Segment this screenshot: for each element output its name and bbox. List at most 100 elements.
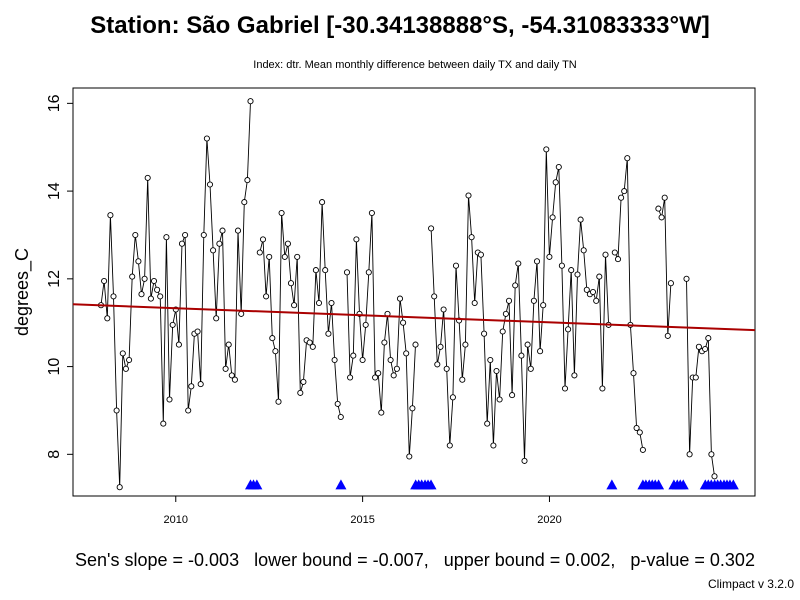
- data-point: [287, 280, 295, 287]
- data-point: [434, 361, 441, 368]
- data-point: [655, 205, 662, 212]
- data-point: [568, 267, 575, 274]
- data-point: [154, 286, 161, 293]
- data-point: [440, 306, 447, 313]
- data-point: [449, 394, 456, 401]
- data-point: [574, 271, 581, 278]
- data-point: [540, 302, 547, 309]
- missing-data-marker: [653, 479, 665, 490]
- data-point: [403, 350, 410, 357]
- data-point: [515, 260, 522, 267]
- data-point: [462, 341, 469, 348]
- data-point: [624, 155, 631, 162]
- data-point: [129, 273, 136, 280]
- data-point: [437, 343, 444, 350]
- data-point: [291, 302, 298, 309]
- y-tick-label: 12: [46, 270, 63, 288]
- data-point: [496, 396, 503, 403]
- data-point: [543, 146, 550, 153]
- data-point: [372, 374, 379, 381]
- data-point: [269, 335, 276, 342]
- data-point: [409, 405, 416, 412]
- data-point: [708, 451, 715, 458]
- data-point: [521, 457, 528, 464]
- data-point: [188, 383, 195, 390]
- data-point: [231, 376, 238, 383]
- data-point: [505, 297, 513, 304]
- data-point: [493, 367, 500, 375]
- data-point: [259, 236, 267, 243]
- missing-data-marker: [727, 479, 739, 490]
- missing-data-marker: [251, 479, 263, 490]
- data-point: [502, 310, 509, 317]
- software-credit: Climpact v 3.2.0: [707, 577, 794, 591]
- data-point: [281, 253, 288, 260]
- data-point: [150, 277, 158, 285]
- data-point: [431, 293, 438, 300]
- data-point: [160, 420, 167, 427]
- data-point: [234, 227, 242, 234]
- data-point: [353, 236, 360, 243]
- data-point: [200, 231, 207, 239]
- data-point: [309, 343, 316, 350]
- data-point: [312, 267, 319, 274]
- data-point: [141, 275, 148, 282]
- data-point: [481, 330, 488, 337]
- data-point: [471, 299, 478, 307]
- series-layer: [97, 98, 718, 491]
- data-point: [484, 420, 491, 427]
- data-point: [614, 256, 622, 263]
- data-point: [400, 319, 407, 326]
- data-point: [443, 365, 450, 372]
- data-point: [465, 192, 472, 199]
- data-point: [166, 396, 173, 403]
- data-point: [278, 209, 285, 217]
- data-point: [639, 446, 646, 453]
- data-point: [577, 216, 584, 223]
- y-tick-label: 16: [46, 94, 63, 112]
- data-point: [306, 339, 313, 346]
- data-point: [119, 350, 126, 357]
- data-point: [147, 295, 154, 302]
- data-point: [222, 365, 229, 372]
- data-point: [552, 179, 559, 186]
- data-point: [683, 275, 690, 282]
- data-point: [518, 352, 525, 359]
- data-point: [667, 280, 674, 287]
- data-point: [228, 372, 235, 379]
- data-point: [337, 413, 344, 421]
- data-point: [530, 297, 537, 304]
- data-point: [512, 282, 519, 289]
- data-point: [546, 253, 553, 260]
- data-point: [203, 135, 210, 142]
- data-point: [396, 295, 404, 302]
- y-axis-label: degrees_C: [12, 248, 33, 336]
- data-point: [558, 262, 565, 269]
- trend-line: [72, 303, 756, 332]
- data-point: [241, 199, 248, 206]
- data-point: [589, 288, 597, 296]
- data-point: [593, 297, 600, 304]
- data-point: [178, 240, 186, 247]
- data-point: [194, 328, 201, 335]
- data-point: [692, 374, 699, 381]
- data-point: [452, 262, 460, 269]
- data-point: [315, 299, 323, 307]
- x-tick-label: 2015: [350, 514, 374, 526]
- data-point: [110, 293, 117, 300]
- data-point: [256, 249, 263, 256]
- data-point: [350, 352, 357, 359]
- data-point: [347, 374, 354, 381]
- data-point: [216, 240, 223, 247]
- data-point: [175, 341, 182, 348]
- data-point: [618, 194, 625, 201]
- plot-frame: [72, 87, 756, 497]
- sens-slope-stats: Sen's slope = -0.003 lower bound = -0.00…: [75, 550, 755, 570]
- data-point: [406, 453, 413, 460]
- data-point: [219, 227, 226, 234]
- data-point: [599, 385, 606, 392]
- y-tick-label: 14: [46, 182, 63, 200]
- data-point: [565, 326, 572, 333]
- x-axis: 2010 2015 2020: [164, 496, 562, 526]
